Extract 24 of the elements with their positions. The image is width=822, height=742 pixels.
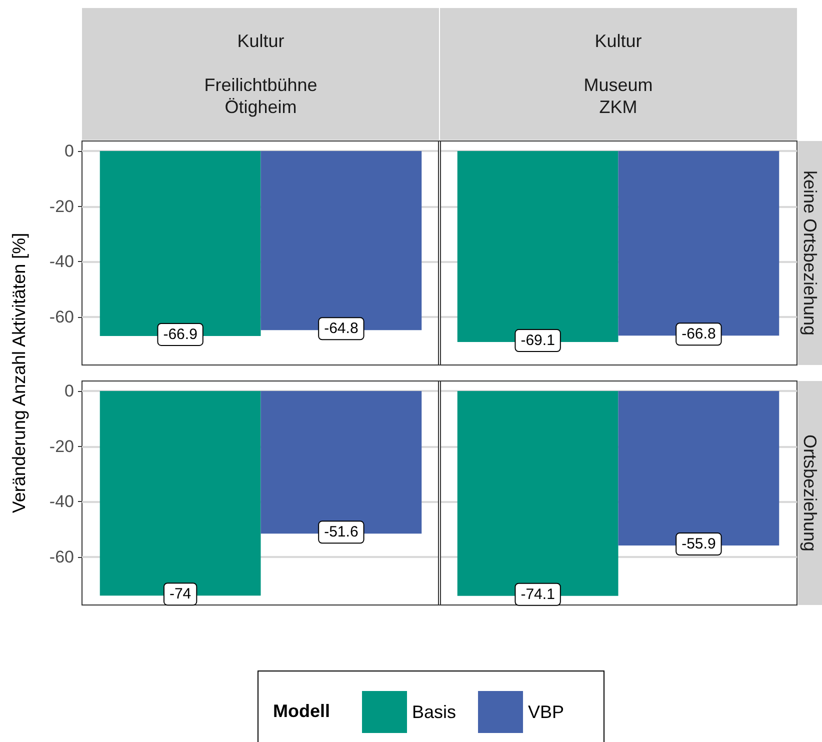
text: Ortsbeziehung [800,434,820,552]
text: keine Ortsbeziehung [800,170,820,336]
legend-label: VBP [528,702,564,722]
data-label: -69.1 [520,332,555,350]
category-label: Kultur Freilichtbühne Ötigheim [204,31,318,117]
y-tick-label: -60 [49,307,74,326]
y-tick-label: 0 [64,381,74,400]
y-tick-label: -40 [49,492,74,512]
y-tick-label: -20 [49,196,74,216]
y-tick-label: -60 [49,547,74,566]
data-label: -66.8 [682,326,716,343]
category-label: Kultur Museum ZKM [584,31,653,117]
y-tick-label: -40 [49,252,74,272]
data-label: -55.9 [682,536,716,553]
data-label: -51.6 [324,524,358,541]
data-label: -74.1 [520,586,555,603]
data-label: -64.8 [324,320,358,338]
data-label: -66.9 [163,326,198,343]
y-axis-title: Veränderung Anzahl Aktivitäten [%] [8,232,30,514]
y-tick-label: -20 [49,436,74,456]
legend-label: Basis [412,702,456,722]
y-tick-label: 0 [64,141,74,160]
data-label: -74 [169,586,192,603]
legend-title: Modell [273,701,330,721]
